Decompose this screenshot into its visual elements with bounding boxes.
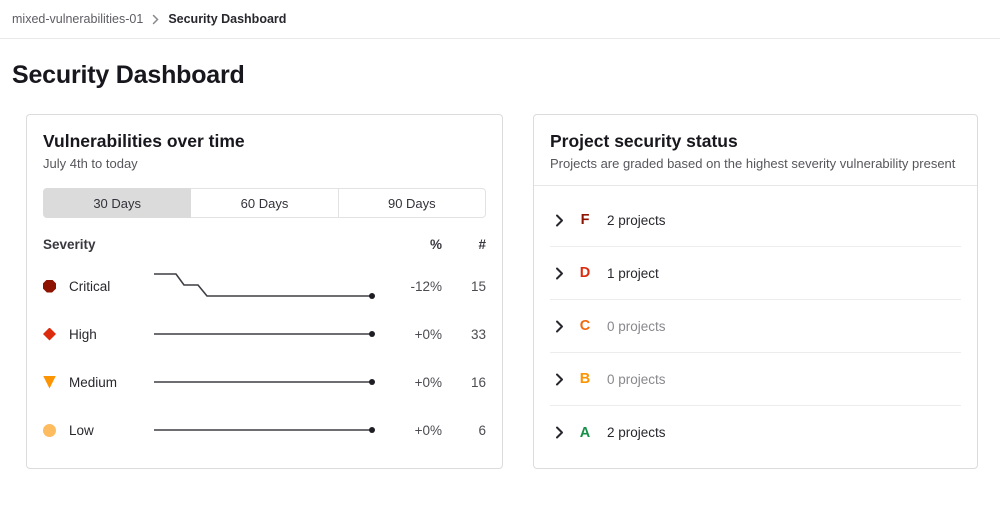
vulnerability-count-value: 16 xyxy=(470,374,486,390)
percent-change-value: -12% xyxy=(410,278,442,294)
grade-letter: B xyxy=(579,371,591,387)
chevron-right-icon xyxy=(555,214,564,227)
severity-table-header: Severity % # xyxy=(43,233,486,255)
days-filter-90-button[interactable]: 90 Days xyxy=(338,188,486,218)
grade-letter: C xyxy=(579,318,591,334)
dashboard-content: Vulnerabilities over time July 4th to to… xyxy=(26,114,978,469)
severity-label: High xyxy=(69,326,97,342)
breadcrumb-current-page: Security Dashboard xyxy=(168,12,287,26)
percent-column-header: % xyxy=(429,236,442,252)
grade-letter: A xyxy=(579,424,591,441)
vulnerability-count-value: 33 xyxy=(470,326,486,342)
breadcrumb-bar: mixed-vulnerabilities-01 Security Dashbo… xyxy=(0,0,1000,39)
severity-critical-icon xyxy=(43,279,56,293)
days-filter-group: 30 Days 60 Days 90 Days xyxy=(43,188,486,218)
severity-high-icon xyxy=(43,327,56,341)
breadcrumb-separator-chevron-icon xyxy=(152,14,159,25)
project-security-status-card: Project security status Projects are gra… xyxy=(533,114,978,469)
table-row-low: Low +0% 6 xyxy=(43,406,486,454)
chevron-right-icon xyxy=(555,267,564,280)
grade-row-a[interactable]: A 2 projects xyxy=(550,406,961,459)
severity-medium-icon xyxy=(43,375,56,389)
project-status-card-header: Project security status Projects are gra… xyxy=(534,115,977,186)
grade-project-count: 0 projects xyxy=(607,318,666,334)
breadcrumb-project-link[interactable]: mixed-vulnerabilities-01 xyxy=(12,12,144,26)
grade-list: F 2 projects D 1 project C 0 projects xyxy=(534,186,977,459)
count-column-header: # xyxy=(478,236,486,252)
grade-project-count: 0 projects xyxy=(607,371,666,387)
chevron-right-icon xyxy=(555,426,564,439)
severity-trend-table: Severity % # Critical -12% 15 xyxy=(43,233,486,454)
critical-sparkline-chart xyxy=(154,273,375,299)
page-title: Security Dashboard xyxy=(12,61,245,89)
vulnerabilities-over-time-card: Vulnerabilities over time July 4th to to… xyxy=(26,114,503,469)
grade-letter: D xyxy=(579,265,591,281)
severity-label: Medium xyxy=(69,374,118,390)
percent-change-value: +0% xyxy=(414,326,442,342)
severity-low-icon xyxy=(43,423,56,437)
medium-sparkline-chart xyxy=(154,379,375,385)
percent-change-value: +0% xyxy=(414,374,442,390)
severity-rows: Critical -12% 15 High +0% xyxy=(43,262,486,454)
breadcrumb: mixed-vulnerabilities-01 Security Dashbo… xyxy=(12,12,286,26)
grade-row-b[interactable]: B 0 projects xyxy=(550,353,961,406)
table-row-critical: Critical -12% 15 xyxy=(43,262,486,310)
vulnerability-count-value: 15 xyxy=(470,278,486,294)
severity-label: Low xyxy=(69,422,94,438)
grade-row-d[interactable]: D 1 project xyxy=(550,247,961,300)
table-row-high: High +0% 33 xyxy=(43,310,486,358)
grade-row-c[interactable]: C 0 projects xyxy=(550,300,961,353)
low-sparkline-chart xyxy=(154,427,375,433)
grade-project-count: 2 projects xyxy=(607,425,666,440)
project-status-card-subtitle: Projects are graded based on the highest… xyxy=(550,156,956,171)
chevron-right-icon xyxy=(555,373,564,386)
grade-project-count: 2 projects xyxy=(607,212,666,228)
grade-row-f[interactable]: F 2 projects xyxy=(550,194,961,247)
severity-column-header: Severity xyxy=(43,236,96,252)
high-sparkline-chart xyxy=(154,331,375,337)
chevron-right-icon xyxy=(555,320,564,333)
vulnerabilities-card-date-range: July 4th to today xyxy=(43,156,138,171)
days-filter-30-button[interactable]: 30 Days xyxy=(43,188,192,218)
vulnerabilities-card-title: Vulnerabilities over time xyxy=(43,131,245,151)
grade-letter: F xyxy=(580,212,590,228)
grade-project-count: 1 project xyxy=(607,265,659,281)
severity-label: Critical xyxy=(69,278,111,294)
days-filter-60-button[interactable]: 60 Days xyxy=(191,188,339,218)
project-status-card-title: Project security status xyxy=(550,131,738,151)
vulnerability-count-value: 6 xyxy=(478,422,486,438)
percent-change-value: +0% xyxy=(414,422,442,438)
table-row-medium: Medium +0% 16 xyxy=(43,358,486,406)
